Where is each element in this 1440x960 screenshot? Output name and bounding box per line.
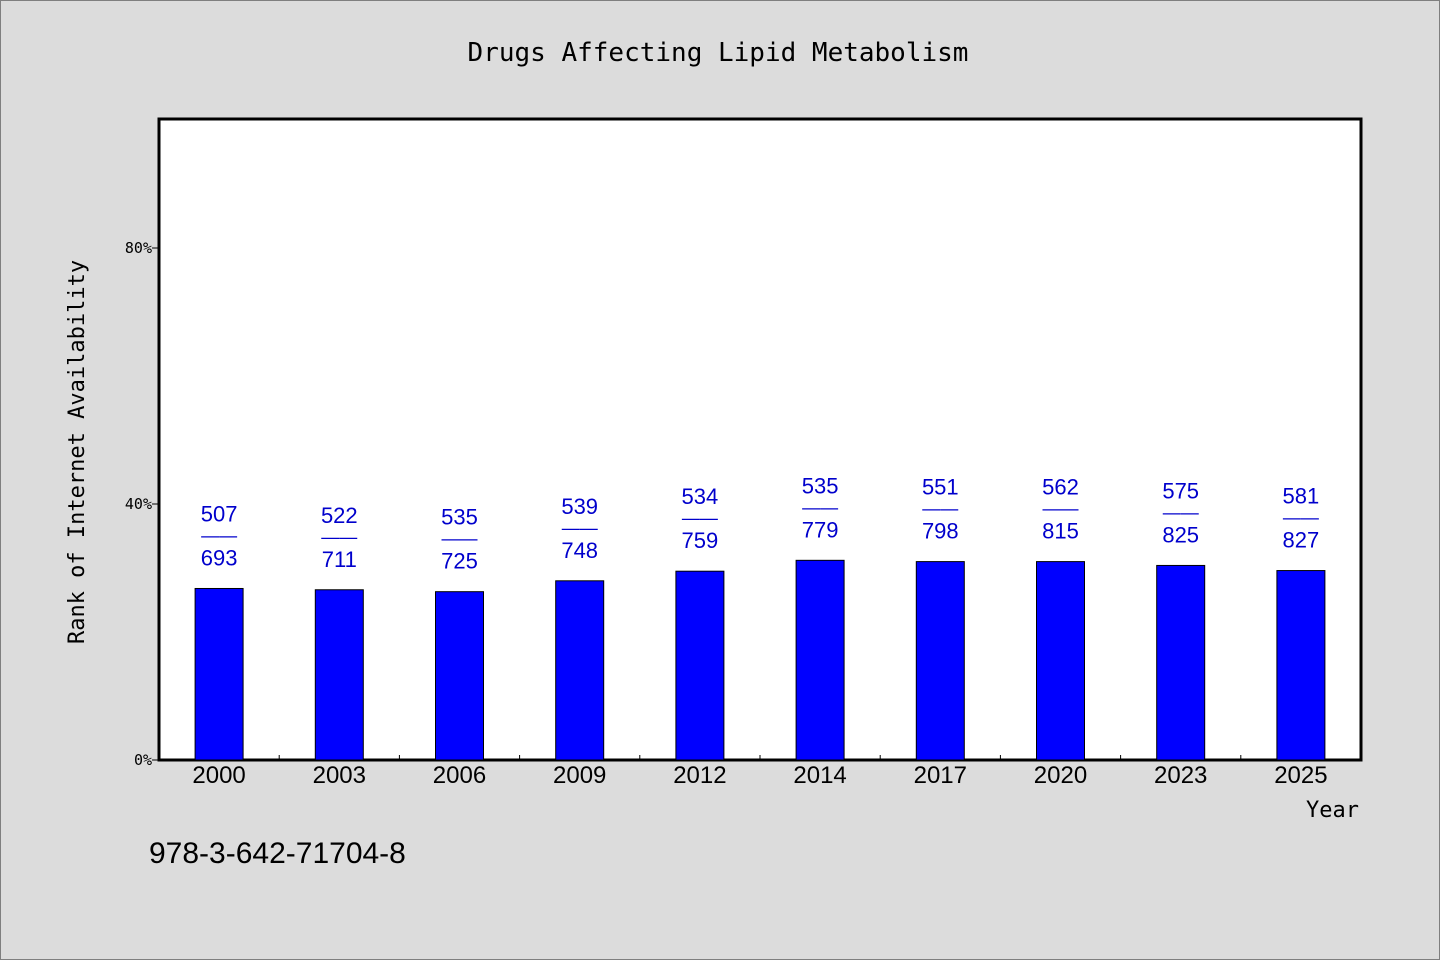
data-label-bottom: 825 [1162,522,1199,547]
bar-2025 [1276,570,1326,761]
data-label-top: 562 [1042,475,1079,500]
y-tick-label: 0% [134,751,152,769]
data-label-bottom: 748 [561,538,598,563]
data-label-bottom: 798 [922,519,959,544]
data-label-sep: —— [1283,508,1319,528]
data-labels: 507——693522——711535——725539——748534——759… [201,473,1320,573]
x-tick-label: 2009 [553,762,606,789]
x-tick-label: 2000 [192,762,245,789]
data-label-top: 535 [802,473,839,498]
data-label-top: 507 [201,501,238,526]
data-label-sep: —— [1163,502,1199,522]
y-axis-label: Rank of Internet Availability [65,260,90,644]
bar-2023 [1156,564,1206,761]
x-tick-label: 2020 [1034,762,1087,789]
data-label-sep: —— [562,518,598,538]
data-label-sep: —— [321,527,357,547]
data-label-sep: —— [802,497,838,517]
data-label-top: 522 [321,503,358,528]
data-label-sep: —— [201,525,237,545]
data-label-bottom: 693 [201,545,238,570]
data-label-top: 534 [682,484,719,509]
x-tick-label: 2017 [914,762,967,789]
data-label-bottom: 815 [1042,519,1079,544]
y-tick-label: 40% [125,495,152,513]
x-tick-label: 2003 [313,762,366,789]
data-label-bottom: 759 [682,528,719,553]
data-label-top: 575 [1162,478,1199,503]
x-axis-ticks: 2000 2003 2006 2009 2012 2014 2017 2020 2023 2025 [192,755,1328,789]
data-label-bottom: 779 [802,517,839,542]
x-tick-label: 2012 [673,762,726,789]
data-label-top: 551 [922,475,959,500]
bar-2020 [1036,561,1085,761]
bar-2006 [435,591,484,761]
x-tick-label: 2014 [793,762,846,789]
data-label-bottom: 711 [322,547,357,572]
data-label-top: 581 [1283,484,1320,509]
bars [194,559,1326,761]
data-label-sep: —— [1043,499,1079,519]
y-tick-label: 80% [125,239,152,257]
data-label-sep: —— [922,499,958,519]
data-label-sep: —— [442,529,478,549]
bar-2012 [675,570,725,761]
isbn-label: 978-3-642-71704-8 [149,837,406,870]
bar-2017 [915,561,965,761]
bar-2009 [555,580,605,761]
data-label-top: 539 [561,494,598,519]
x-axis-label: Year [1306,798,1359,823]
chart-title: Drugs Affecting Lipid Metabolism [468,38,969,68]
x-tick-label: 2006 [433,762,486,789]
x-tick-label: 2025 [1274,762,1327,789]
data-label-top: 535 [441,505,478,530]
data-label-sep: —— [682,508,718,528]
data-label-bottom: 827 [1283,528,1320,553]
bar-2000 [194,587,244,761]
data-label-bottom: 725 [441,549,478,574]
bar-2014 [795,559,845,761]
x-tick-label: 2023 [1154,762,1207,789]
bar-2003 [314,589,364,761]
y-axis-ticks: 0% 40% 80% [125,239,159,769]
